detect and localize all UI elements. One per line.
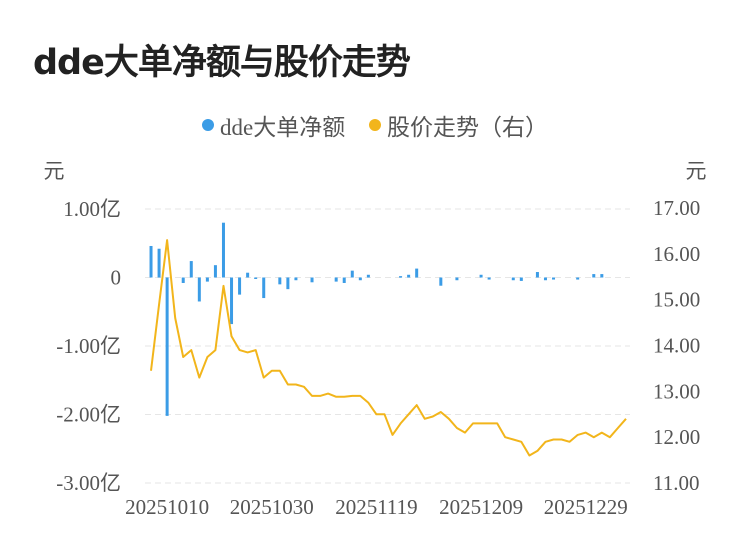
dde-bar xyxy=(552,277,556,280)
legend-item-dde[interactable]: dde大单净额 xyxy=(202,108,345,142)
dde-bar xyxy=(535,272,539,278)
dde-bar xyxy=(366,274,370,278)
legend-label-dde: dde大单净额 xyxy=(220,115,346,140)
dde-bar xyxy=(455,277,459,281)
dde-bar xyxy=(181,277,185,283)
right-axis-unit: 元 xyxy=(686,159,707,183)
x-axis-tick-label: 20251119 xyxy=(335,495,417,519)
left-axis-unit: 元 xyxy=(44,159,65,183)
x-axis-tick-label: 20251010 xyxy=(125,495,209,519)
dde-bar xyxy=(221,222,225,278)
dde-bar xyxy=(600,274,604,278)
legend-item-price[interactable]: 股价走势（右） xyxy=(368,108,548,142)
dde-bar xyxy=(399,276,403,278)
right-axis-tick-label: 15.00 xyxy=(653,288,700,312)
dde-bar xyxy=(358,277,362,281)
chart-title: dde大单净额与股价走势 xyxy=(33,43,411,83)
left-axis-tick-label: -1.00亿 xyxy=(56,334,121,358)
dde-bar xyxy=(342,277,346,283)
x-axis-tick-label: 20251209 xyxy=(439,495,523,519)
dde-bar xyxy=(197,277,201,302)
right-axis-tick-label: 13.00 xyxy=(653,379,700,403)
dde-bar xyxy=(205,277,209,282)
dde-bar xyxy=(149,245,153,278)
dde-bar xyxy=(350,270,354,278)
dde-bar xyxy=(511,277,515,281)
dde-bar xyxy=(278,277,282,285)
dde-bar xyxy=(246,272,250,278)
dde-bar xyxy=(543,277,547,281)
chart-legend[interactable]: dde大单净额 股价走势（右） xyxy=(0,108,750,142)
dde-bar xyxy=(576,277,580,280)
dde-bar xyxy=(439,277,443,286)
left-axis-tick-label: 1.00亿 xyxy=(63,197,121,221)
x-axis-tick-label: 20251030 xyxy=(230,495,314,519)
dde-bar xyxy=(592,274,596,278)
x-axis-tick-label: 20251229 xyxy=(544,495,628,519)
right-axis-tick-label: 17.00 xyxy=(653,196,700,220)
dde-bar xyxy=(238,277,242,295)
right-axis-tick-label: 12.00 xyxy=(653,425,700,449)
left-axis-tick-label: 0 xyxy=(111,266,122,290)
dde-bar xyxy=(165,277,169,416)
dde-bar xyxy=(415,268,419,278)
legend-dot-dde xyxy=(202,119,215,131)
dde-bar xyxy=(213,265,217,278)
left-axis-tick-label: -2.00亿 xyxy=(56,403,121,427)
left-axis-tick-label: -3.00亿 xyxy=(56,471,121,495)
dde-bar xyxy=(157,248,161,278)
dde-bar xyxy=(286,277,290,290)
dde-bar xyxy=(334,277,338,282)
right-axis-tick-label: 16.00 xyxy=(653,242,700,266)
dde-bar xyxy=(262,277,266,299)
legend-label-price: 股价走势（右） xyxy=(386,115,548,140)
price-line xyxy=(150,239,627,457)
dde-bar xyxy=(310,277,314,283)
right-axis-tick-label: 11.00 xyxy=(653,471,699,495)
dde-bar xyxy=(230,277,234,325)
dde-bar xyxy=(407,274,411,278)
right-axis-tick-label: 14.00 xyxy=(653,334,700,358)
dde-bar xyxy=(189,261,193,278)
dde-bar xyxy=(519,277,523,281)
dde-bar xyxy=(487,277,491,280)
legend-dot-price xyxy=(368,119,381,131)
dde-bar xyxy=(254,277,258,279)
dde-bar xyxy=(479,274,483,278)
dde-bar xyxy=(294,277,298,281)
